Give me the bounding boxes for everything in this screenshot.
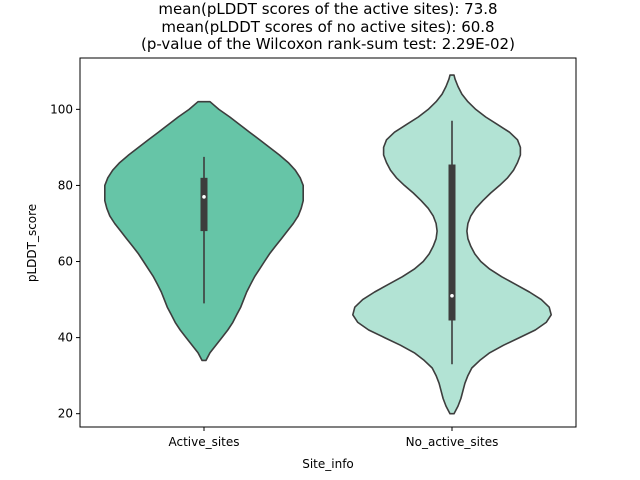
iqr-box-active-sites	[200, 177, 208, 232]
plot-area-frame	[79, 57, 577, 428]
title-line-2: mean(pLDDT scores of no active sites): 6…	[161, 18, 494, 36]
y-axis: 20 40 60 80 100	[50, 102, 80, 421]
iqr-box-no-active-sites	[448, 164, 456, 321]
violin-layer	[104, 74, 552, 415]
median-point-no-active-sites	[450, 293, 454, 298]
x-axis: Active_sites No_active_sites	[168, 427, 498, 449]
title-line-3: (p-value of the Wilcoxon rank-sum test: …	[141, 35, 515, 53]
title-line-1: mean(pLDDT scores of the active sites): …	[158, 0, 497, 18]
x-tick-label: No_active_sites	[406, 435, 499, 449]
y-tick-label: 60	[58, 255, 73, 269]
box-layer	[200, 120, 456, 365]
y-axis-label: pLDDT_score	[25, 204, 39, 282]
median-point-active-sites	[202, 195, 206, 199]
chart-title: mean(pLDDT scores of the active sites): …	[141, 0, 515, 53]
y-tick-label: 80	[58, 178, 73, 192]
x-axis-label: Site_info	[302, 457, 354, 471]
y-tick-label: 40	[58, 331, 73, 345]
x-tick-label: Active_sites	[168, 435, 239, 449]
y-tick-label: 100	[50, 102, 73, 116]
y-tick-label: 20	[58, 407, 73, 421]
